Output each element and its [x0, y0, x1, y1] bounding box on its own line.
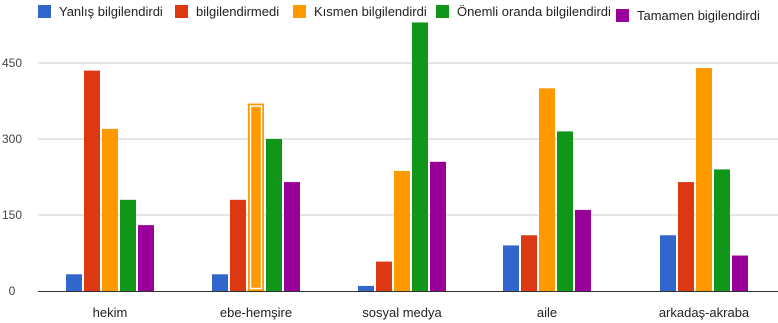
legend-item-tamamen[interactable]: Tamamen bigilendirdi — [616, 8, 760, 23]
y-tick-label: 150 — [2, 208, 22, 222]
bar — [376, 261, 392, 291]
bar — [575, 209, 591, 291]
legend-label: Kısmen bilgilendirdi — [314, 4, 427, 19]
bar — [284, 182, 300, 291]
legend-swatch — [436, 5, 449, 18]
x-category-label: sosyal medya — [362, 305, 442, 320]
y-tick-label: 300 — [2, 132, 22, 146]
bar — [521, 235, 537, 291]
legend-item-yanlis[interactable]: Yanlış bilgilendirdi — [38, 4, 163, 19]
bar — [412, 22, 428, 291]
x-category-label: hekim — [93, 305, 128, 320]
bar — [557, 131, 573, 291]
legend-swatch — [38, 5, 51, 18]
y-tick-label: 0 — [9, 284, 16, 298]
bar — [660, 235, 676, 291]
legend-swatch — [175, 5, 188, 18]
bar — [678, 182, 694, 291]
y-tick-label: 450 — [2, 56, 22, 70]
bar — [358, 285, 374, 291]
legend-swatch — [616, 9, 629, 22]
bar — [539, 88, 555, 291]
bar — [66, 274, 82, 291]
legend-label: bilgilendirmedi — [196, 4, 280, 19]
bar — [84, 70, 100, 291]
legend-item-kismen[interactable]: Kısmen bilgilendirdi — [293, 4, 427, 19]
bar — [102, 128, 118, 291]
bar — [230, 199, 246, 291]
bar — [714, 169, 730, 291]
bar — [266, 139, 282, 291]
bar — [120, 199, 136, 291]
bar-highlight-outline — [249, 105, 263, 290]
legend-label: Tamamen bigilendirdi — [637, 8, 760, 23]
x-category-label: aile — [537, 305, 557, 320]
bar — [430, 161, 446, 291]
bar — [394, 170, 410, 291]
legend-item-onemli[interactable]: Önemli oranda bilgilendirdi — [436, 4, 611, 19]
bar — [503, 245, 519, 291]
legend-label: Yanlış bilgilendirdi — [59, 4, 163, 19]
bar — [696, 68, 712, 291]
x-category-label: arkadaş-akraba — [659, 305, 750, 320]
legend: Yanlış bilgilendirdi bilgilendirmedi Kıs… — [38, 4, 778, 28]
bar — [732, 255, 748, 291]
bar — [248, 103, 264, 292]
legend-swatch — [293, 5, 306, 18]
bar — [138, 225, 154, 291]
legend-item-bilgilendirmedi[interactable]: bilgilendirmedi — [175, 4, 279, 19]
bar — [212, 274, 228, 291]
x-category-label: ebe-hemşire — [220, 305, 292, 320]
legend-label: Önemli oranda bilgilendirdi — [457, 4, 611, 19]
